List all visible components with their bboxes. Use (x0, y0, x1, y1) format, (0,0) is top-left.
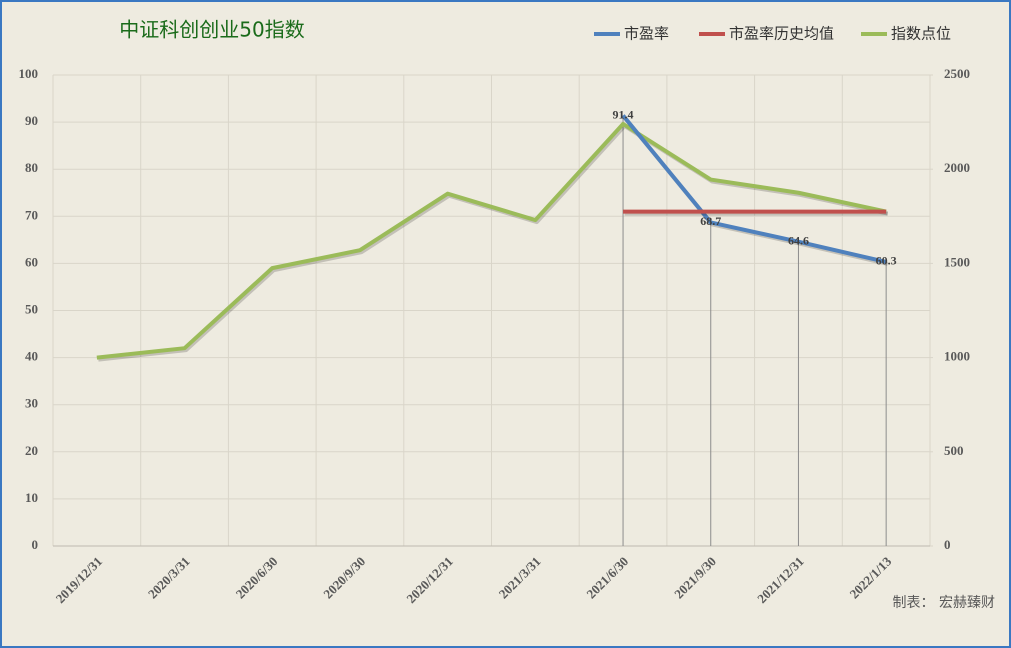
data-label: 91.4 (613, 107, 634, 121)
y-tick-label: 90 (25, 113, 38, 128)
y-tick-label: 40 (25, 349, 38, 364)
data-label: 64.6 (788, 233, 809, 247)
data-label: 68.7 (700, 214, 721, 228)
series-line (621, 114, 887, 264)
y2-tick-label: 1000 (944, 349, 970, 364)
y-tick-label: 60 (25, 254, 38, 269)
y-tick-label: 70 (25, 207, 38, 222)
y-tick-label: 100 (19, 66, 39, 81)
y2-tick-label: 1500 (944, 254, 970, 269)
series-line (96, 121, 887, 360)
legend-label: 市盈率 (624, 25, 669, 43)
y-tick-label: 50 (25, 301, 38, 316)
legend-label: 指数点位 (891, 25, 951, 43)
y-tick-label: 80 (25, 160, 38, 175)
y-tick-label: 0 (32, 537, 39, 552)
y2-tick-label: 2000 (944, 160, 970, 175)
y-tick-label: 30 (25, 396, 38, 411)
y-tick-label: 20 (25, 443, 38, 458)
y-tick-label: 10 (25, 490, 38, 505)
chart-title: 中证科创创业50指数 (119, 18, 304, 42)
y2-tick-label: 500 (944, 443, 964, 458)
legend-label: 市盈率历史均值 (729, 25, 834, 43)
y2-tick-label: 0 (944, 537, 951, 552)
source-note: 制表： 宏赫臻财 (893, 595, 995, 611)
data-label: 60.3 (876, 254, 897, 268)
y2-tick-label: 2500 (944, 66, 970, 81)
